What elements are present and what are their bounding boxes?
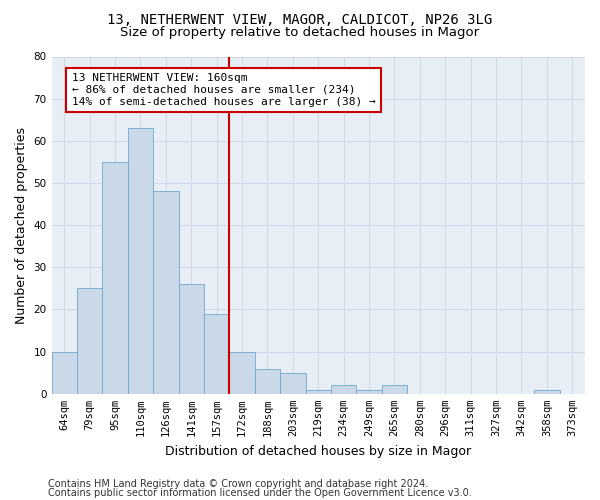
Text: 13, NETHERWENT VIEW, MAGOR, CALDICOT, NP26 3LG: 13, NETHERWENT VIEW, MAGOR, CALDICOT, NP… — [107, 12, 493, 26]
Text: Contains HM Land Registry data © Crown copyright and database right 2024.: Contains HM Land Registry data © Crown c… — [48, 479, 428, 489]
Bar — [331, 386, 356, 394]
Text: Size of property relative to detached houses in Magor: Size of property relative to detached ho… — [121, 26, 479, 39]
Bar — [534, 390, 560, 394]
Bar — [382, 386, 407, 394]
Bar — [229, 352, 255, 394]
Bar — [356, 390, 382, 394]
Bar — [128, 128, 153, 394]
Bar — [305, 390, 331, 394]
Bar — [179, 284, 204, 394]
Text: 13 NETHERWENT VIEW: 160sqm
← 86% of detached houses are smaller (234)
14% of sem: 13 NETHERWENT VIEW: 160sqm ← 86% of deta… — [72, 74, 376, 106]
Bar — [153, 192, 179, 394]
X-axis label: Distribution of detached houses by size in Magor: Distribution of detached houses by size … — [165, 444, 472, 458]
Bar — [255, 368, 280, 394]
Bar — [52, 352, 77, 394]
Bar — [103, 162, 128, 394]
Y-axis label: Number of detached properties: Number of detached properties — [15, 126, 28, 324]
Bar — [204, 314, 229, 394]
Bar — [77, 288, 103, 394]
Bar — [280, 372, 305, 394]
Text: Contains public sector information licensed under the Open Government Licence v3: Contains public sector information licen… — [48, 488, 472, 498]
